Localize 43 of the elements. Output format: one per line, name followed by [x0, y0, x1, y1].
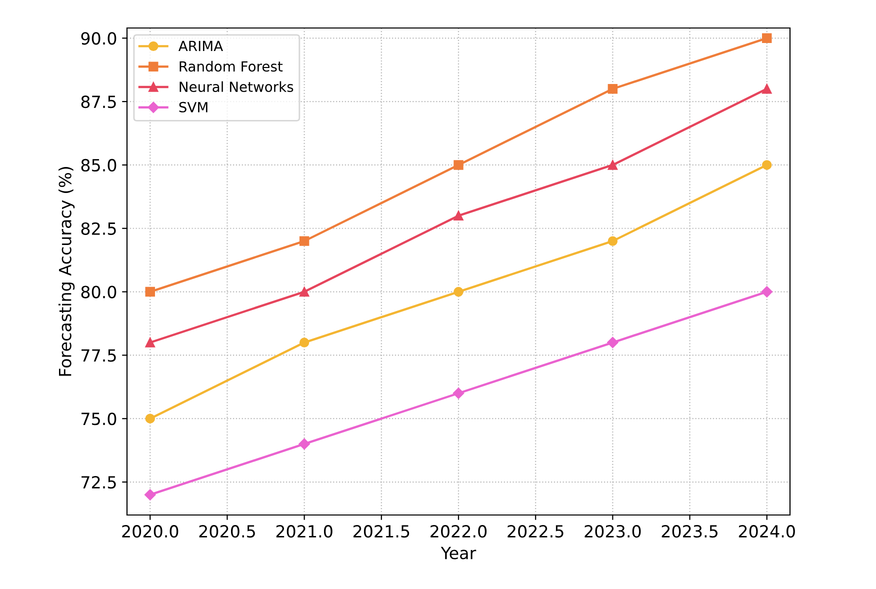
x-tick-label: 2022.5: [508, 525, 564, 538]
legend-label: ARIMA: [178, 40, 224, 52]
point: [761, 286, 772, 298]
point: [454, 210, 464, 221]
point: [299, 286, 310, 297]
point: [452, 388, 464, 399]
point: [762, 84, 772, 94]
point: [454, 160, 464, 170]
legend-label: SVM: [179, 102, 208, 112]
legend-label: Neural Networks: [180, 81, 294, 92]
x-tick-label: 2022.0: [430, 525, 487, 538]
point: [145, 414, 155, 424]
x-tick-label: 2020.0: [122, 525, 178, 538]
y-tick-label: 80.0: [81, 286, 116, 298]
y-tick-label: 85.0: [81, 158, 116, 172]
y-tick-label: 77.5: [82, 349, 116, 362]
point: [608, 160, 618, 170]
point: [299, 338, 310, 348]
point: [607, 336, 618, 348]
x-tick-label: 2021.0: [276, 525, 332, 538]
point: [762, 33, 772, 44]
point: [298, 438, 310, 450]
point: [454, 286, 464, 297]
y-tick-label: 82.5: [81, 222, 116, 235]
x-axis-title: Year: [440, 546, 476, 560]
y-tick-label: 75.0: [82, 412, 116, 426]
point: [145, 286, 155, 297]
x-tick-label: 2020.5: [199, 525, 255, 538]
point: [145, 338, 155, 348]
x-tick-label: 2024.0: [738, 525, 795, 538]
legend-label: Random Forest: [180, 60, 283, 72]
x-tick-label: 2023.5: [662, 525, 718, 538]
x-tick-label: 2021.5: [353, 525, 410, 538]
y-tick-label: 90.0: [81, 32, 116, 45]
y-axis-title: Forecasting Accuracy (%): [58, 167, 75, 376]
y-tick-label: 87.5: [81, 96, 116, 108]
x-tick-label: 2023.0: [584, 525, 641, 538]
point: [144, 489, 156, 500]
point: [608, 84, 618, 94]
point: [762, 160, 772, 170]
point: [608, 236, 618, 246]
y-tick-label: 72.5: [82, 476, 116, 489]
point: [299, 236, 310, 246]
